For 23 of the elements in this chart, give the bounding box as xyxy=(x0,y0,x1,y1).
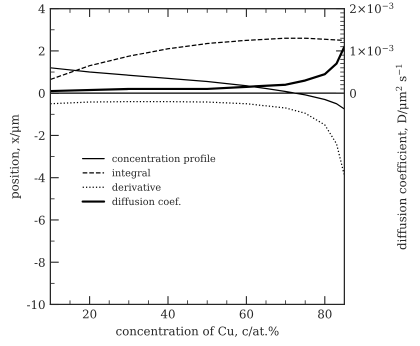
y-tick-label: -10 xyxy=(27,300,45,310)
y2-axis-title: diffusion coefficient, D/μm$^{2}$ s$^{−1}$ xyxy=(396,64,409,250)
y-tick-label: -8 xyxy=(34,258,45,267)
legend-label: diffusion coef. xyxy=(112,198,180,206)
x-tick-label: 60 xyxy=(240,310,254,318)
y-tick-label: -4 xyxy=(34,173,45,182)
y-tick-label: 4 xyxy=(38,4,45,14)
y-tick-label: 2 xyxy=(38,46,44,56)
legend-label: derivative xyxy=(112,183,161,191)
y-tick-label: -2 xyxy=(34,131,44,140)
legend-label: concentration profile xyxy=(112,154,216,164)
y-tick-label: -6 xyxy=(34,216,45,225)
y2-tick-label: 1×10$^{−3}$ xyxy=(350,44,394,56)
y-axis-title: position, x/μm xyxy=(10,114,21,199)
x-tick-label: 80 xyxy=(318,310,332,318)
y2-tick-label: 0 xyxy=(350,88,356,98)
x-tick-label: 20 xyxy=(82,310,96,318)
legend-label: integral xyxy=(112,168,150,178)
y-tick-label: 0 xyxy=(38,88,45,98)
line-series xyxy=(50,101,344,176)
x-axis-title: concentration of Cu, c/at.% xyxy=(116,326,279,337)
x-tick-label: 40 xyxy=(160,310,175,318)
y2-tick-label: 2×10$^{−3}$ xyxy=(350,2,394,14)
